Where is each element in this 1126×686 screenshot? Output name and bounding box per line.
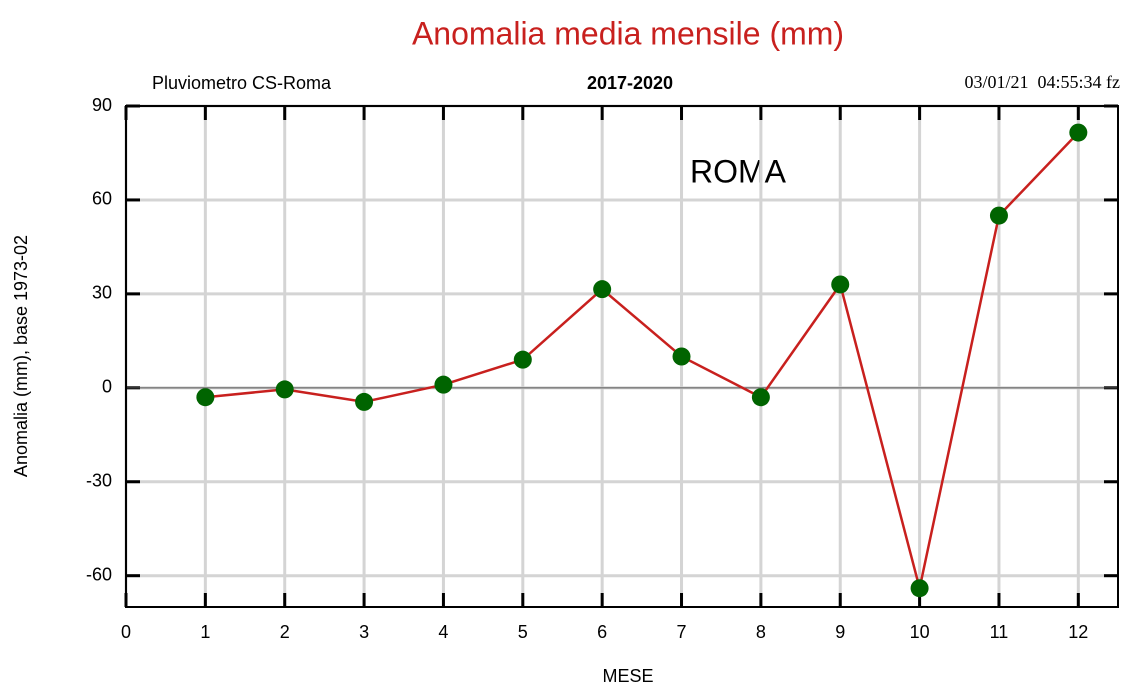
data-point	[355, 392, 374, 411]
series-line	[205, 131, 1080, 589]
annotation: ROMA	[690, 153, 787, 189]
data-point	[989, 206, 1008, 225]
x-tick-label: 9	[835, 622, 845, 642]
subtitle-left: Pluviometro CS-Roma	[152, 73, 332, 93]
x-tick-label: 12	[1068, 622, 1088, 642]
x-tick-label: 1	[200, 622, 210, 642]
y-tick-label: 60	[92, 189, 112, 209]
y-tick-label: -60	[86, 564, 112, 584]
y-tick-label: -30	[86, 471, 112, 491]
data-point	[196, 388, 215, 407]
data-point	[751, 388, 770, 407]
x-tick-label: 2	[280, 622, 290, 642]
x-axis-label: MESE	[602, 666, 653, 686]
data-point	[593, 280, 612, 299]
x-tick-label: 6	[597, 622, 607, 642]
data-point	[275, 380, 294, 399]
x-tick-label: 0	[121, 622, 131, 642]
y-tick-label: 0	[102, 377, 112, 397]
data-point	[434, 375, 453, 394]
data-point	[1069, 123, 1088, 142]
x-tick-label: 10	[910, 622, 930, 642]
data-point	[513, 350, 532, 369]
x-tick-label: 4	[438, 622, 448, 642]
x-tick-label: 7	[677, 622, 687, 642]
x-tick-label: 11	[990, 622, 1009, 642]
data-point	[831, 275, 850, 294]
plot-frame	[125, 105, 1119, 608]
marks	[196, 123, 1088, 598]
data-point	[672, 347, 691, 366]
y-tick-label: 30	[92, 283, 112, 303]
data-point	[910, 579, 929, 598]
x-tick-label: 8	[756, 622, 766, 642]
chart-title: Anomalia media mensile (mm)	[412, 15, 844, 51]
x-tick-label: 5	[518, 622, 528, 642]
subtitle-center: 2017-2020	[587, 73, 673, 93]
x-tick-label: 3	[359, 622, 369, 642]
subtitle-right: 03/01/21 04:55:34 fz	[965, 72, 1121, 92]
y-axis-label: Anomalia (mm), base 1973-02	[11, 235, 31, 477]
y-tick-label: 90	[92, 95, 112, 115]
